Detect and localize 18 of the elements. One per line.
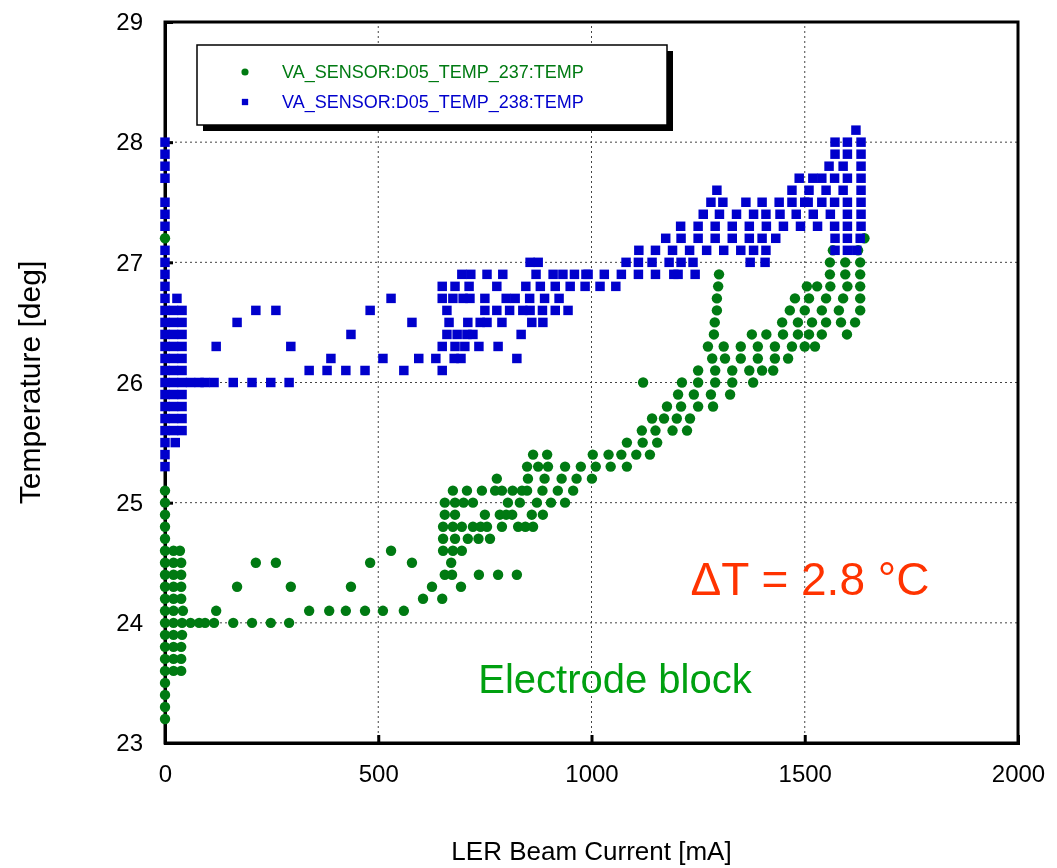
y-tick-label: 23 bbox=[116, 729, 143, 757]
x-tick-label: 2000 bbox=[991, 760, 1046, 788]
x-axis-title: LER Beam Current [mA] bbox=[451, 836, 732, 866]
y-axis-title: Temperature [deg] bbox=[13, 260, 46, 505]
x-tick-label: 500 bbox=[358, 760, 399, 788]
legend-label: VA_SENSOR:D05_TEMP_238:TEMP bbox=[282, 92, 584, 113]
x-tick-label: 0 bbox=[158, 760, 173, 788]
y-tick-label: 25 bbox=[116, 488, 143, 516]
x-tick-label: 1500 bbox=[778, 760, 832, 788]
x-tick-label: 1000 bbox=[565, 760, 619, 788]
annotation: ΔT = 2.8 °C bbox=[690, 553, 930, 605]
y-tick-label: 26 bbox=[116, 368, 143, 396]
y-tick-label: 27 bbox=[116, 248, 143, 276]
legend-label: VA_SENSOR:D05_TEMP_237:TEMP bbox=[282, 62, 584, 83]
annotation: Electrode block bbox=[478, 657, 753, 701]
y-tick-label: 29 bbox=[116, 8, 143, 36]
y-tick-label: 28 bbox=[116, 128, 143, 156]
y-tick-label: 24 bbox=[116, 609, 143, 637]
